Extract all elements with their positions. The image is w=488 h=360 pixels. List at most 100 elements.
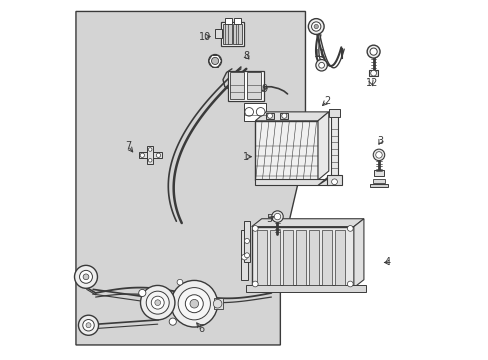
Text: 8: 8 xyxy=(243,51,249,61)
Polygon shape xyxy=(251,219,363,226)
Circle shape xyxy=(155,300,160,306)
Bar xyxy=(369,184,387,187)
Circle shape xyxy=(315,59,326,71)
Circle shape xyxy=(244,108,253,116)
Circle shape xyxy=(148,158,152,162)
Bar xyxy=(244,103,265,121)
Text: 12: 12 xyxy=(365,78,377,88)
Circle shape xyxy=(281,113,286,118)
Circle shape xyxy=(83,274,89,280)
Bar xyxy=(321,230,331,285)
Circle shape xyxy=(140,153,144,157)
Circle shape xyxy=(185,295,203,313)
Text: 11: 11 xyxy=(313,49,325,59)
Bar xyxy=(244,221,250,262)
Circle shape xyxy=(256,108,264,116)
Text: 5: 5 xyxy=(266,215,272,224)
Circle shape xyxy=(346,281,352,287)
Circle shape xyxy=(169,318,176,325)
Circle shape xyxy=(308,19,324,35)
Bar xyxy=(214,30,222,39)
Circle shape xyxy=(78,315,99,335)
Bar xyxy=(280,113,287,119)
Text: 4: 4 xyxy=(384,257,390,267)
Bar xyxy=(241,230,247,280)
Circle shape xyxy=(366,45,379,58)
Text: 2: 2 xyxy=(323,96,329,106)
Bar xyxy=(223,24,231,44)
Circle shape xyxy=(313,24,318,29)
Circle shape xyxy=(331,179,337,185)
Bar xyxy=(251,226,353,288)
Bar xyxy=(233,18,241,24)
Bar xyxy=(330,114,338,176)
Bar xyxy=(255,179,328,185)
Bar xyxy=(257,230,266,285)
Circle shape xyxy=(372,149,384,161)
Bar xyxy=(228,71,264,101)
Polygon shape xyxy=(353,219,363,288)
Circle shape xyxy=(318,62,324,68)
Circle shape xyxy=(177,279,183,285)
Bar xyxy=(326,175,341,185)
Circle shape xyxy=(86,323,91,328)
Text: 3: 3 xyxy=(377,136,383,145)
Bar xyxy=(334,230,344,285)
Circle shape xyxy=(244,253,249,258)
Circle shape xyxy=(156,153,160,157)
Polygon shape xyxy=(317,112,328,180)
Circle shape xyxy=(369,48,376,55)
Polygon shape xyxy=(76,12,305,345)
Bar xyxy=(221,22,244,45)
Circle shape xyxy=(148,148,152,151)
Bar xyxy=(328,109,340,117)
Circle shape xyxy=(178,288,210,320)
Bar xyxy=(233,24,242,44)
Text: 7: 7 xyxy=(124,141,131,151)
Polygon shape xyxy=(317,176,328,185)
Circle shape xyxy=(274,213,280,220)
Bar xyxy=(372,179,385,183)
Bar xyxy=(308,230,318,285)
Bar xyxy=(230,72,244,99)
Bar xyxy=(139,152,162,158)
Bar xyxy=(269,230,280,285)
Circle shape xyxy=(370,70,376,76)
Bar xyxy=(255,121,317,180)
Circle shape xyxy=(271,211,283,222)
Bar xyxy=(246,72,261,99)
Circle shape xyxy=(252,226,258,231)
Circle shape xyxy=(151,296,164,309)
Circle shape xyxy=(267,113,272,118)
Polygon shape xyxy=(255,112,328,121)
Bar xyxy=(147,146,153,164)
Bar xyxy=(224,18,231,24)
Circle shape xyxy=(74,265,97,288)
Circle shape xyxy=(375,152,382,158)
Bar xyxy=(246,285,366,292)
Text: 6: 6 xyxy=(198,324,204,334)
Circle shape xyxy=(252,281,258,287)
Circle shape xyxy=(346,226,352,231)
Bar xyxy=(373,170,384,176)
Circle shape xyxy=(244,238,249,243)
Bar xyxy=(295,230,305,285)
Circle shape xyxy=(211,57,218,64)
Circle shape xyxy=(208,54,221,67)
Circle shape xyxy=(139,289,145,297)
Circle shape xyxy=(241,254,247,260)
Circle shape xyxy=(80,270,92,283)
Bar xyxy=(368,70,377,76)
Text: 10: 10 xyxy=(199,32,211,41)
Circle shape xyxy=(140,285,175,320)
Bar xyxy=(265,113,273,119)
Text: 1: 1 xyxy=(243,152,249,162)
Circle shape xyxy=(171,280,217,327)
Text: 9: 9 xyxy=(261,84,267,94)
Circle shape xyxy=(213,300,222,308)
Bar xyxy=(282,230,292,285)
Circle shape xyxy=(82,319,94,331)
Circle shape xyxy=(311,22,320,31)
Circle shape xyxy=(146,291,169,314)
Circle shape xyxy=(190,300,198,308)
